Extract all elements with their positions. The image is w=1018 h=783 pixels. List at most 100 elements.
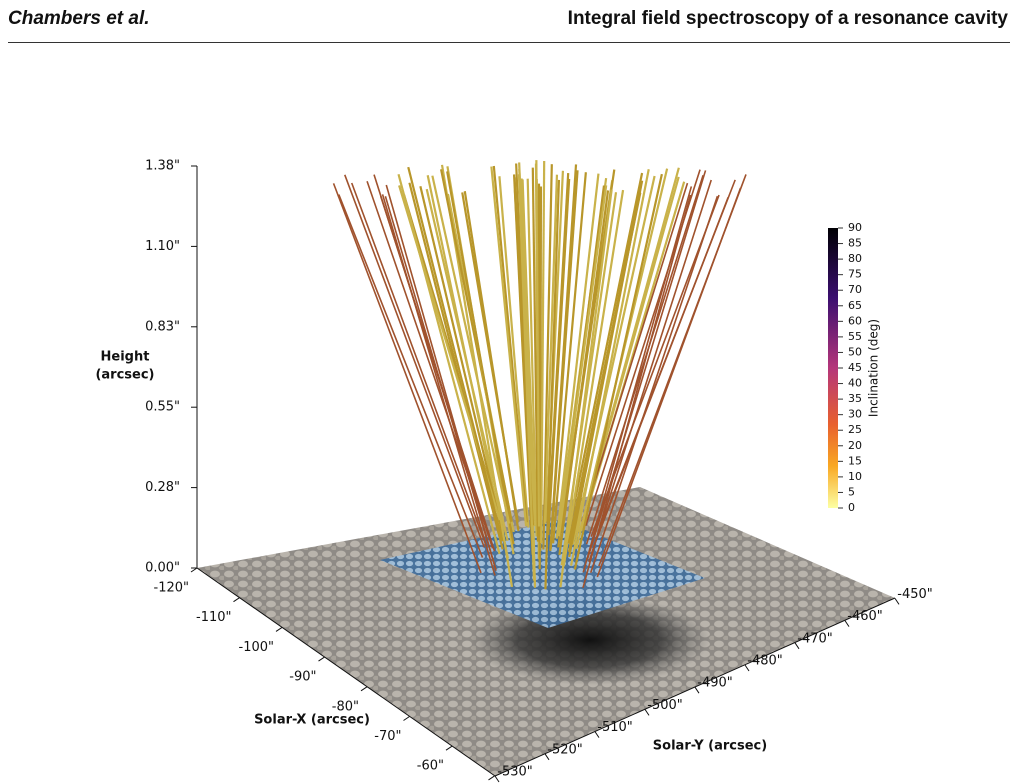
field-line: [588, 179, 712, 563]
colorbar-tick-label: 0: [848, 501, 855, 514]
field-line: [596, 187, 742, 578]
colorbar-tick-label: 25: [848, 423, 862, 436]
tick-mark: [744, 664, 750, 672]
field-line: [547, 178, 571, 536]
header-title: Integral field spectroscopy of a resonan…: [567, 8, 1008, 29]
colorbar-tick-label: 20: [848, 439, 862, 452]
x-tick-label: -120": [154, 581, 189, 596]
tick-mark: [544, 753, 550, 761]
colorbar-tick-label: 50: [848, 345, 862, 358]
y-tick-label: -450": [897, 587, 932, 602]
colorbar-tick-label: 55: [848, 330, 862, 343]
height-tick-label: 0.00": [145, 561, 180, 576]
colorbar-tick-label: 75: [848, 268, 862, 281]
tick-mark: [494, 775, 500, 783]
y-axis-label: Solar-Y (arcsec): [653, 739, 767, 754]
field-line: [542, 164, 553, 550]
tick-mark: [233, 597, 240, 603]
field-line: [526, 178, 538, 537]
field-line: [531, 167, 540, 542]
field-line: [540, 161, 546, 544]
field-line: [557, 185, 608, 537]
x-tick-label: -80": [332, 699, 359, 714]
colorbar-tick-label: 40: [848, 377, 862, 390]
height-tick-label: 0.83": [145, 319, 180, 334]
y-tick-label: -510": [597, 720, 632, 735]
field-line: [350, 182, 487, 547]
tick-mark: [488, 775, 495, 781]
field-line: [384, 195, 497, 570]
tick-mark: [275, 626, 283, 632]
field-line: [568, 172, 644, 530]
x-axis-label: Solar-X (arcsec): [254, 713, 370, 728]
tick-mark: [594, 731, 600, 738]
x-axis-line: [196, 567, 496, 777]
tick-mark: [445, 745, 453, 751]
height-tick-label: 0.28": [145, 480, 180, 495]
height-tick-label: 0.55": [145, 400, 180, 415]
colorbar-tick-label: 10: [848, 470, 862, 483]
field-line: [492, 165, 528, 523]
field-line: [586, 170, 707, 561]
colorbar-tick-label: 90: [848, 221, 862, 234]
y-tick-label: -480": [747, 654, 782, 669]
field-line: [490, 166, 528, 527]
height-axis-label: (arcsec): [95, 368, 154, 383]
x-tick-label: -60": [417, 759, 444, 774]
tick-mark: [644, 709, 650, 716]
field-line: [344, 174, 485, 548]
field-line: [555, 173, 600, 539]
header-authors: Chambers et al.: [8, 8, 150, 29]
y-tick-label: -500": [647, 698, 682, 713]
colorbar-tick-label: 15: [848, 454, 862, 467]
x-tick-label: -110": [196, 610, 231, 625]
y-tick-label: -460": [847, 609, 882, 624]
x-tick-label: -70": [374, 729, 401, 744]
field-line: [573, 173, 663, 570]
field-line: [539, 186, 543, 552]
field-line: [338, 194, 484, 558]
field-line: [562, 189, 625, 567]
colorbar-tick-label: 45: [848, 361, 862, 374]
field-line: [568, 180, 644, 558]
field-line: [521, 179, 537, 521]
field-line: [517, 174, 536, 581]
colorbar-tick-label: 80: [848, 252, 862, 265]
field-line: [332, 183, 482, 574]
height-axis-label: Height: [101, 350, 150, 365]
field-line: [425, 188, 509, 541]
field-line: [569, 169, 650, 566]
field-line: [549, 164, 578, 551]
colorbar-tick-label: 35: [848, 392, 862, 405]
colorbar-tick-label: 60: [848, 314, 862, 327]
tick-mark: [190, 567, 198, 573]
colorbar-label: Inclination (deg): [867, 319, 881, 417]
header-rule: [8, 42, 1010, 43]
colorbar-tick-label: 30: [848, 408, 862, 421]
tick-mark: [403, 716, 410, 721]
colorbar-tick-label: 85: [848, 237, 862, 250]
tick-mark: [694, 686, 700, 694]
field-of-view: [380, 520, 705, 628]
tick-mark: [894, 598, 900, 605]
tick-mark: [844, 620, 850, 627]
field-line: [552, 172, 587, 544]
y-tick-label: -490": [697, 676, 732, 691]
colorbar-tick-label: 5: [848, 485, 855, 498]
x-tick-label: -100": [239, 640, 274, 655]
x-tick-label: -90": [289, 670, 316, 685]
field-line: [584, 169, 701, 527]
field-line: [431, 175, 511, 524]
field-line: [446, 171, 515, 545]
tick-mark: [794, 642, 800, 650]
field-line: [463, 191, 520, 532]
field-line: [498, 176, 530, 528]
field-line: [407, 166, 504, 542]
field-lines: [332, 160, 747, 590]
field-line: [589, 195, 719, 574]
field-line: [595, 179, 736, 540]
y-axis-line: [494, 597, 896, 777]
field-line: [581, 182, 689, 523]
